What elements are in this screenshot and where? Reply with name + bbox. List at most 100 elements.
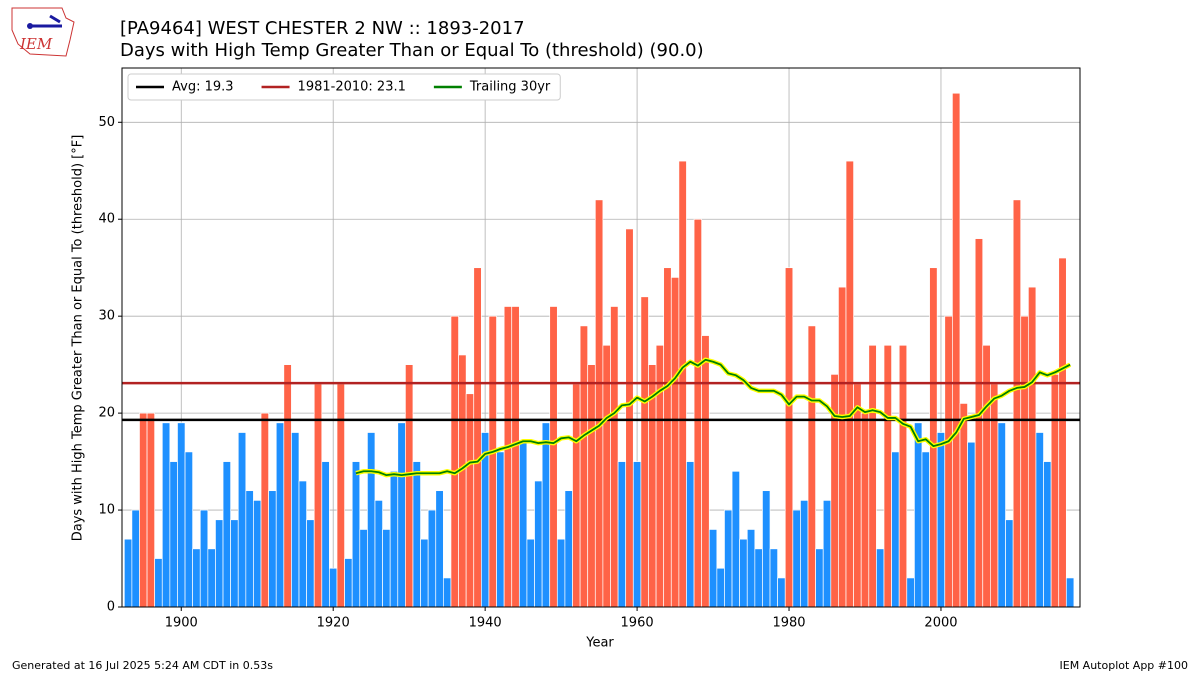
bar (777, 577, 786, 608)
bar (450, 315, 459, 608)
legend-box (127, 73, 561, 101)
bar (283, 364, 292, 608)
bar (807, 325, 816, 608)
bar (420, 538, 429, 608)
bar (815, 548, 824, 608)
bar (123, 538, 133, 608)
bar (822, 500, 832, 608)
bar (549, 306, 558, 608)
bar (997, 422, 1006, 608)
bar (663, 267, 672, 608)
bar (754, 548, 763, 608)
legend-label: Trailing 30yr (469, 80, 551, 95)
bar (921, 451, 930, 608)
bar (876, 548, 885, 608)
bar (716, 567, 725, 608)
footer-right: IEM Autoplot App #100 (1060, 659, 1189, 672)
bar (397, 422, 406, 608)
bar (389, 470, 399, 608)
bar (351, 461, 361, 608)
bar (169, 461, 178, 608)
bar (427, 509, 437, 608)
svg-text:IEM: IEM (19, 35, 53, 53)
bar (222, 461, 231, 608)
bar (458, 354, 467, 608)
y-tick-label: 40 (98, 212, 115, 227)
chart-subtitle: Days with High Temp Greater Than or Equa… (120, 40, 704, 61)
bar (321, 461, 330, 608)
bar (1065, 577, 1075, 608)
y-axis-label: Days with High Temp Greater Than or Equa… (71, 135, 86, 542)
bar (488, 315, 497, 608)
bar (762, 490, 771, 608)
bar (1050, 373, 1060, 608)
bar (891, 451, 900, 608)
bar (579, 325, 589, 608)
x-tick-label: 1900 (165, 616, 198, 631)
bar (906, 577, 915, 608)
bar (1043, 461, 1052, 608)
bar (382, 529, 391, 608)
bar (230, 519, 239, 608)
bar (686, 461, 695, 608)
bar (245, 490, 254, 608)
x-axis-label: Year (585, 636, 614, 651)
bar (929, 267, 938, 608)
bar (974, 238, 984, 608)
bar (329, 567, 338, 608)
x-tick-label: 1940 (469, 616, 502, 631)
bar (640, 296, 649, 608)
bar (769, 548, 778, 608)
legend-label: Avg: 19.3 (172, 80, 234, 95)
y-tick-label: 30 (98, 309, 115, 324)
x-tick-label: 1920 (317, 616, 350, 631)
bar (838, 286, 847, 608)
bar (199, 509, 209, 608)
bar (1035, 432, 1044, 608)
bar (344, 558, 353, 608)
bar (670, 277, 680, 608)
bar (1058, 257, 1067, 608)
bar (1020, 315, 1029, 608)
line (355, 358, 1071, 477)
bar (602, 344, 611, 608)
bar (1012, 199, 1022, 608)
bar (526, 538, 535, 608)
bar (131, 509, 140, 608)
bar (655, 344, 665, 608)
x-tick-label: 1980 (772, 616, 805, 631)
bar (982, 344, 991, 608)
bar (959, 403, 968, 608)
bar (587, 364, 596, 608)
bar (260, 412, 269, 608)
bar (610, 306, 619, 608)
bar (215, 519, 224, 608)
bar (503, 306, 513, 608)
bar (275, 422, 285, 608)
bar (207, 548, 216, 608)
y-tick-label: 20 (98, 406, 115, 421)
bar (625, 228, 634, 608)
bar (443, 577, 452, 608)
bar (405, 364, 414, 608)
bar (511, 306, 520, 608)
bar (952, 92, 961, 608)
bar (237, 432, 247, 608)
bar (184, 451, 194, 608)
bar (336, 383, 345, 608)
y-tick-label: 50 (98, 115, 115, 130)
bar (1005, 519, 1014, 608)
x-tick-label: 2000 (924, 616, 957, 631)
bar (465, 393, 475, 608)
bar (936, 432, 946, 608)
bar (1027, 286, 1037, 608)
bar (556, 538, 566, 608)
bar (701, 335, 710, 608)
iem-logo: IEM (11, 7, 75, 57)
bar (898, 344, 908, 608)
bar (724, 509, 733, 608)
legend-label: 1981-2010: 23.1 (298, 80, 406, 95)
bar (473, 267, 482, 608)
